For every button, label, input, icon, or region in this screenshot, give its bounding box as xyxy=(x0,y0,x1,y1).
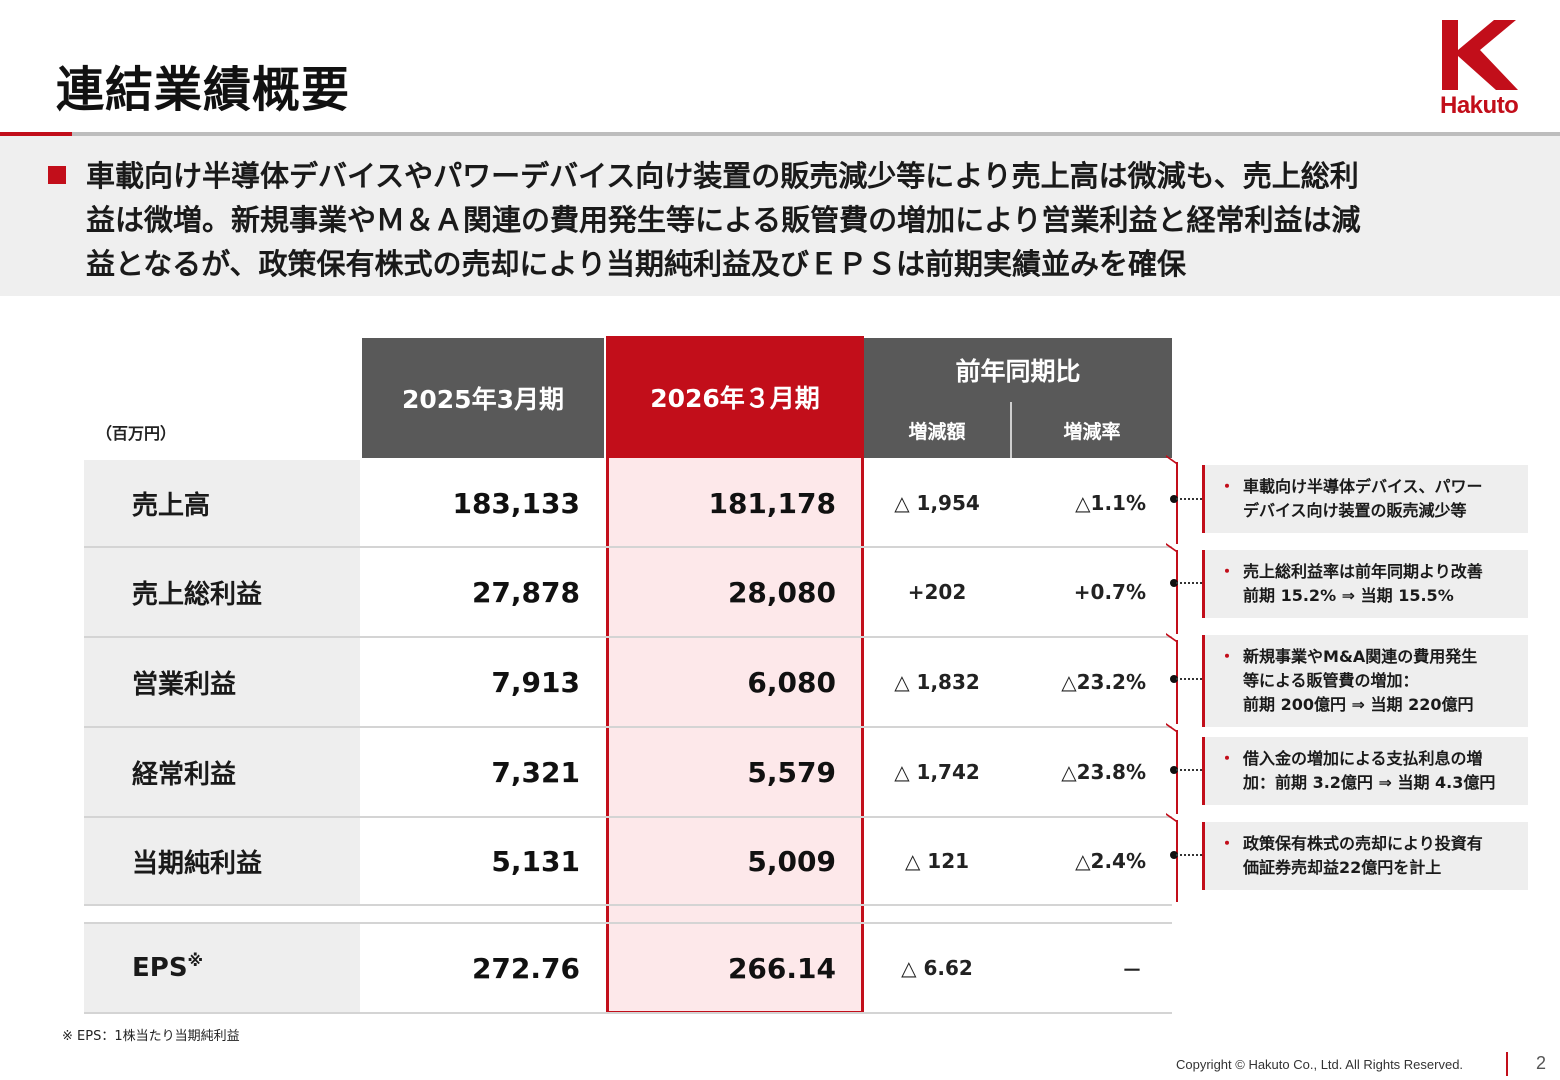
net-income-change-rate: △2.4% xyxy=(1075,849,1146,873)
title-divider xyxy=(0,132,1560,136)
operating-profit-fy2025: 7,913 xyxy=(491,665,580,699)
bracket-icon xyxy=(1166,640,1178,724)
bracket-icon xyxy=(1166,820,1178,902)
gross-profit-change-amount: +202 xyxy=(907,580,967,604)
title-divider-accent xyxy=(0,132,72,136)
header-fy2026: 2026年３月期 xyxy=(606,336,864,458)
note-line: デバイス向け装置の販売減少等 xyxy=(1243,501,1467,520)
row-divider xyxy=(84,904,1172,906)
connector-dot-icon xyxy=(1170,579,1178,587)
row-divider xyxy=(84,546,1172,548)
eps-change-amount: △ 6.62 xyxy=(901,956,973,980)
note-line: 価証券売却益22億円を計上 xyxy=(1243,858,1442,877)
row-divider xyxy=(84,922,1172,924)
note-bullet: ・ xyxy=(1219,749,1236,768)
summary-line: 車載向け半導体デバイスやパワーデバイス向け装置の販売減少等により売上高は微減も、… xyxy=(86,159,1359,193)
page-title: 連結業績概要 xyxy=(56,62,351,118)
net-sales-change-amount: △ 1,954 xyxy=(894,491,980,515)
row-label-operating-profit: 営業利益 xyxy=(84,638,360,726)
summary-text: 車載向け半導体デバイスやパワーデバイス向け装置の販売減少等により売上高は微減も、… xyxy=(86,154,1526,286)
fy2026-highlight-column xyxy=(606,458,864,1014)
connector-line xyxy=(1176,498,1202,500)
hakuto-logo: Hakuto xyxy=(1436,20,1536,120)
note-line: 等による販管費の増加： xyxy=(1243,671,1419,690)
gross-profit-fy2026: 28,080 xyxy=(727,575,836,609)
row-label-net-sales: 売上高 xyxy=(84,460,360,546)
connector-dot-icon xyxy=(1170,766,1178,774)
net-income-fy2025: 5,131 xyxy=(491,844,580,878)
operating-profit-change-amount: △ 1,832 xyxy=(894,670,980,694)
ordinary-profit-fy2026: 5,579 xyxy=(747,755,836,789)
net-sales-fy2026: 181,178 xyxy=(708,486,836,520)
unit-label: （百万円） xyxy=(96,424,177,443)
row-label-gross-profit: 売上総利益 xyxy=(84,548,360,636)
note-line: 前期 200億円 ⇒ 当期 220億円 xyxy=(1243,695,1474,714)
note-line: 借入金の増加による支払利息の増 xyxy=(1243,749,1483,768)
note-bullet: ・ xyxy=(1219,562,1236,581)
header-divider xyxy=(1010,402,1012,458)
ordinary-profit-fy2025: 7,321 xyxy=(491,755,580,789)
summary-line: 益となるが、政策保有株式の売却により当期純利益及びＥＰＳは前期実績並みを確保 xyxy=(86,247,1186,281)
note-gross-profit: ・ 売上総利益率は前年同期より改善 前期 15.2% ⇒ 当期 15.5% xyxy=(1202,550,1528,618)
note-bullet: ・ xyxy=(1219,477,1236,496)
row-label-net-income: 当期純利益 xyxy=(84,818,360,904)
eps-fy2026: 266.14 xyxy=(727,951,836,985)
row-divider xyxy=(84,726,1172,728)
note-line: 政策保有株式の売却により投資有 xyxy=(1243,834,1483,853)
hakuto-logo-mark-icon xyxy=(1442,20,1518,90)
summary-line: 益は微増。新規事業やＭ＆Ａ関連の費用発生等による販管費の増加により営業利益と経常… xyxy=(86,203,1361,237)
net-sales-fy2025: 183,133 xyxy=(452,486,580,520)
note-bullet: ・ xyxy=(1219,647,1236,666)
connector-dot-icon xyxy=(1170,851,1178,859)
page-number-divider xyxy=(1506,1052,1508,1076)
connector-dot-icon xyxy=(1170,495,1178,503)
connector-dot-icon xyxy=(1170,675,1178,683)
note-net-income: ・ 政策保有株式の売却により投資有 価証券売却益22億円を計上 xyxy=(1202,822,1528,890)
eps-footnote: ※ EPS：1株当たり当期純利益 xyxy=(62,1029,240,1044)
connector-line xyxy=(1176,854,1202,856)
eps-fy2025: 272.76 xyxy=(471,951,580,985)
row-divider xyxy=(84,816,1172,818)
net-income-fy2026: 5,009 xyxy=(747,844,836,878)
header-yoy: 前年同期比 xyxy=(864,338,1172,402)
operating-profit-change-rate: △23.2% xyxy=(1061,670,1146,694)
gross-profit-fy2025: 27,878 xyxy=(471,575,580,609)
note-line: 加：前期 3.2億円 ⇒ 当期 4.3億円 xyxy=(1243,773,1496,792)
note-net-sales: ・ 車載向け半導体デバイス、パワー デバイス向け装置の販売減少等 xyxy=(1202,465,1528,533)
note-line: 売上総利益率は前年同期より改善 xyxy=(1243,562,1483,581)
note-line: 新規事業やM&A関連の費用発生 xyxy=(1243,647,1478,666)
note-bullet: ・ xyxy=(1219,834,1236,853)
note-ordinary-profit: ・ 借入金の増加による支払利息の増 加：前期 3.2億円 ⇒ 当期 4.3億円 xyxy=(1202,737,1528,805)
copyright-text: Copyright © Hakuto Co., Ltd. All Rights … xyxy=(1176,1057,1464,1072)
row-label-ordinary-profit: 経常利益 xyxy=(84,728,360,816)
header-change-rate: 増減率 xyxy=(1012,402,1172,458)
note-operating-profit: ・ 新規事業やM&A関連の費用発生 等による販管費の増加： 前期 200億円 ⇒… xyxy=(1202,635,1528,727)
eps-change-rate: － xyxy=(1122,957,1142,982)
connector-line xyxy=(1176,582,1202,584)
row-divider xyxy=(84,1012,1172,1014)
ordinary-profit-change-amount: △ 1,742 xyxy=(894,760,980,784)
operating-profit-fy2026: 6,080 xyxy=(747,665,836,699)
row-divider xyxy=(84,636,1172,638)
header-fy2025: 2025年3月期 xyxy=(362,338,604,458)
note-line: 車載向け半導体デバイス、パワー xyxy=(1243,477,1483,496)
connector-line xyxy=(1176,678,1202,680)
page-number: 2 xyxy=(1536,1053,1547,1073)
square-bullet-icon xyxy=(48,166,66,184)
ordinary-profit-change-rate: △23.8% xyxy=(1061,760,1146,784)
bracket-icon xyxy=(1166,550,1178,634)
eps-footnote-mark: ※ xyxy=(187,950,204,970)
logo-text: Hakuto xyxy=(1440,92,1519,119)
net-sales-change-rate: △1.1% xyxy=(1075,491,1146,515)
summary-box: 車載向け半導体デバイスやパワーデバイス向け装置の販売減少等により売上高は微減も、… xyxy=(0,136,1560,296)
note-line: 前期 15.2% ⇒ 当期 15.5% xyxy=(1243,586,1454,605)
row-label-eps: EPS ※ xyxy=(84,924,360,1012)
net-income-change-amount: △ 121 xyxy=(904,849,970,873)
connector-line xyxy=(1176,769,1202,771)
header-change-amount: 増減額 xyxy=(864,402,1010,458)
bracket-icon xyxy=(1166,462,1178,544)
eps-label: EPS xyxy=(132,953,188,983)
gross-profit-change-rate: +0.7% xyxy=(1073,580,1146,604)
